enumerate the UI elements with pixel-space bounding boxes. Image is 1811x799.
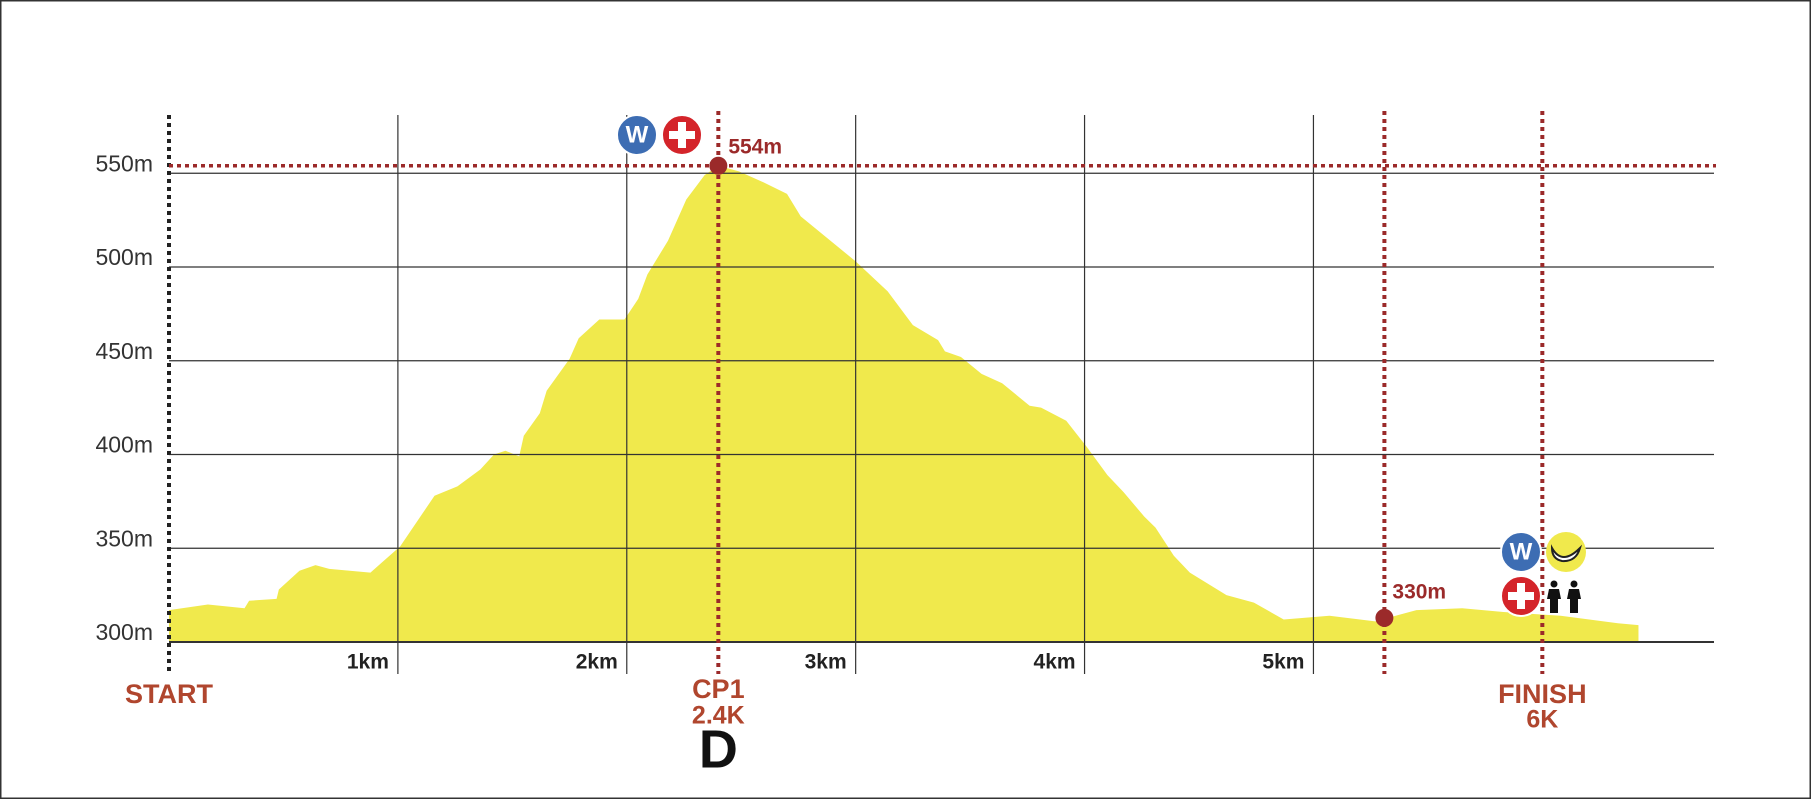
banana (1550, 544, 1583, 563)
peak-dot (709, 156, 728, 175)
toilet-body (1567, 589, 1581, 613)
medical-cross (1508, 583, 1534, 609)
x-tick-label: 1km (347, 651, 389, 674)
water-icon (616, 114, 658, 156)
water-icon-text: W (626, 121, 649, 148)
x-tick-label: 5km (1262, 651, 1304, 674)
finish-distance: 6K (1526, 706, 1558, 734)
peak-label: 554m (728, 135, 782, 158)
checkpoint-distance: 2.4K (692, 702, 745, 730)
point-label: 330m (1392, 580, 1446, 603)
y-tick-label: 550m (95, 150, 153, 176)
y-tick-label: 300m (95, 619, 153, 645)
medical-cross (669, 122, 695, 148)
x-tick-label: 4km (1034, 651, 1076, 674)
checkpoint-code: D (699, 719, 738, 779)
checkpoint-label: CP1 (692, 674, 745, 704)
y-tick-label: 350m (95, 525, 153, 551)
point-dot (1375, 608, 1394, 627)
x-tick-label: 2km (576, 651, 618, 674)
start-label: START (125, 679, 213, 709)
food-icon (1546, 532, 1586, 572)
water-icon (1500, 531, 1542, 573)
x-tick-label: 3km (805, 651, 847, 674)
y-tick-label: 500m (95, 244, 153, 270)
toilet-head (1570, 580, 1578, 588)
elevation-area (169, 165, 1639, 642)
y-tick-label: 400m (95, 432, 153, 458)
toilet-head (1550, 580, 1558, 588)
water-icon-text: W (1510, 538, 1533, 565)
finish-label: FINISH (1498, 679, 1587, 709)
y-tick-label: 450m (95, 338, 153, 364)
toilet-body (1547, 589, 1561, 613)
